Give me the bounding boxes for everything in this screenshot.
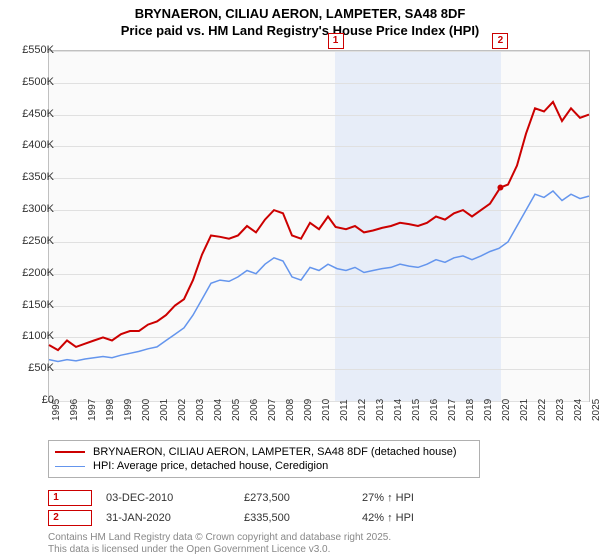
copyright-line-2: This data is licensed under the Open Gov… [48, 544, 391, 556]
xtick-label: 2005 [231, 399, 242, 421]
xtick-label: 2000 [141, 399, 152, 421]
annotation-price: £273,500 [244, 492, 362, 504]
xtick-label: 2003 [195, 399, 206, 421]
chart-svg [49, 51, 589, 401]
xtick-label: 1997 [87, 399, 98, 421]
annotation-table: 1 03-DEC-2010£273,50027% ↑ HPI 2 31-JAN-202… [48, 488, 442, 528]
sale-point [497, 185, 503, 191]
ytick-label: £250K [22, 235, 54, 247]
annotation-marker: 2 [48, 510, 92, 526]
annotation-price: £335,500 [244, 512, 362, 524]
legend-swatch [55, 466, 85, 467]
xtick-label: 2018 [465, 399, 476, 421]
title-line-2: Price paid vs. HM Land Registry's House … [0, 23, 600, 40]
xtick-label: 1998 [105, 399, 116, 421]
xtick-label: 2009 [303, 399, 314, 421]
ytick-label: £50K [28, 362, 54, 374]
annotation-date: 03-DEC-2010 [106, 492, 244, 504]
ytick-label: £300K [22, 203, 54, 215]
ytick-label: £550K [22, 44, 54, 56]
title-line-1: BRYNAERON, CILIAU AERON, LAMPETER, SA48 … [0, 6, 600, 23]
xtick-label: 2008 [285, 399, 296, 421]
xtick-label: 2023 [555, 399, 566, 421]
legend-label: BRYNAERON, CILIAU AERON, LAMPETER, SA48 … [93, 446, 457, 458]
xtick-label: 1995 [51, 399, 62, 421]
annotation-delta: 42% ↑ HPI [362, 512, 442, 524]
xtick-label: 2017 [447, 399, 458, 421]
annotation-marker: 1 [48, 490, 92, 506]
series-hpi [49, 191, 589, 362]
xtick-label: 2025 [591, 399, 600, 421]
ytick-label: £150K [22, 299, 54, 311]
copyright-line-1: Contains HM Land Registry data © Crown c… [48, 532, 391, 544]
xtick-label: 2016 [429, 399, 440, 421]
chart-title: BRYNAERON, CILIAU AERON, LAMPETER, SA48 … [0, 0, 600, 40]
xtick-label: 2002 [177, 399, 188, 421]
xtick-label: 2006 [249, 399, 260, 421]
xtick-label: 2010 [321, 399, 332, 421]
xtick-label: 2020 [501, 399, 512, 421]
xtick-label: 2024 [573, 399, 584, 421]
xtick-label: 2011 [339, 399, 350, 421]
legend-item: HPI: Average price, detached house, Cere… [55, 459, 473, 473]
copyright: Contains HM Land Registry data © Crown c… [48, 532, 391, 556]
annotation-row: 1 03-DEC-2010£273,50027% ↑ HPI [48, 488, 442, 508]
ytick-label: £500K [22, 76, 54, 88]
ytick-label: £100K [22, 330, 54, 342]
annotation-delta: 27% ↑ HPI [362, 492, 442, 504]
annotation-date: 31-JAN-2020 [106, 512, 244, 524]
xtick-label: 2022 [537, 399, 548, 421]
legend: BRYNAERON, CILIAU AERON, LAMPETER, SA48 … [48, 440, 480, 478]
xtick-label: 1999 [123, 399, 134, 421]
xtick-label: 2004 [213, 399, 224, 421]
ytick-label: £350K [22, 171, 54, 183]
xtick-label: 2001 [159, 399, 170, 421]
xtick-label: 1996 [69, 399, 80, 421]
xtick-label: 2014 [393, 399, 404, 421]
xtick-label: 2021 [519, 399, 530, 421]
legend-label: HPI: Average price, detached house, Cere… [93, 460, 328, 472]
xtick-label: 2007 [267, 399, 278, 421]
marker-2: 2 [492, 33, 508, 49]
series-price_paid [49, 102, 589, 350]
ytick-label: £200K [22, 267, 54, 279]
plot-area: 12 [48, 50, 590, 402]
marker-1: 1 [328, 33, 344, 49]
ytick-label: £400K [22, 139, 54, 151]
xtick-label: 2013 [375, 399, 386, 421]
xtick-label: 2019 [483, 399, 494, 421]
chart-container: BRYNAERON, CILIAU AERON, LAMPETER, SA48 … [0, 0, 600, 560]
legend-item: BRYNAERON, CILIAU AERON, LAMPETER, SA48 … [55, 445, 473, 459]
ytick-label: £450K [22, 108, 54, 120]
xtick-label: 2015 [411, 399, 422, 421]
annotation-row: 2 31-JAN-2020£335,50042% ↑ HPI [48, 508, 442, 528]
xtick-label: 2012 [357, 399, 368, 421]
legend-swatch [55, 451, 85, 453]
